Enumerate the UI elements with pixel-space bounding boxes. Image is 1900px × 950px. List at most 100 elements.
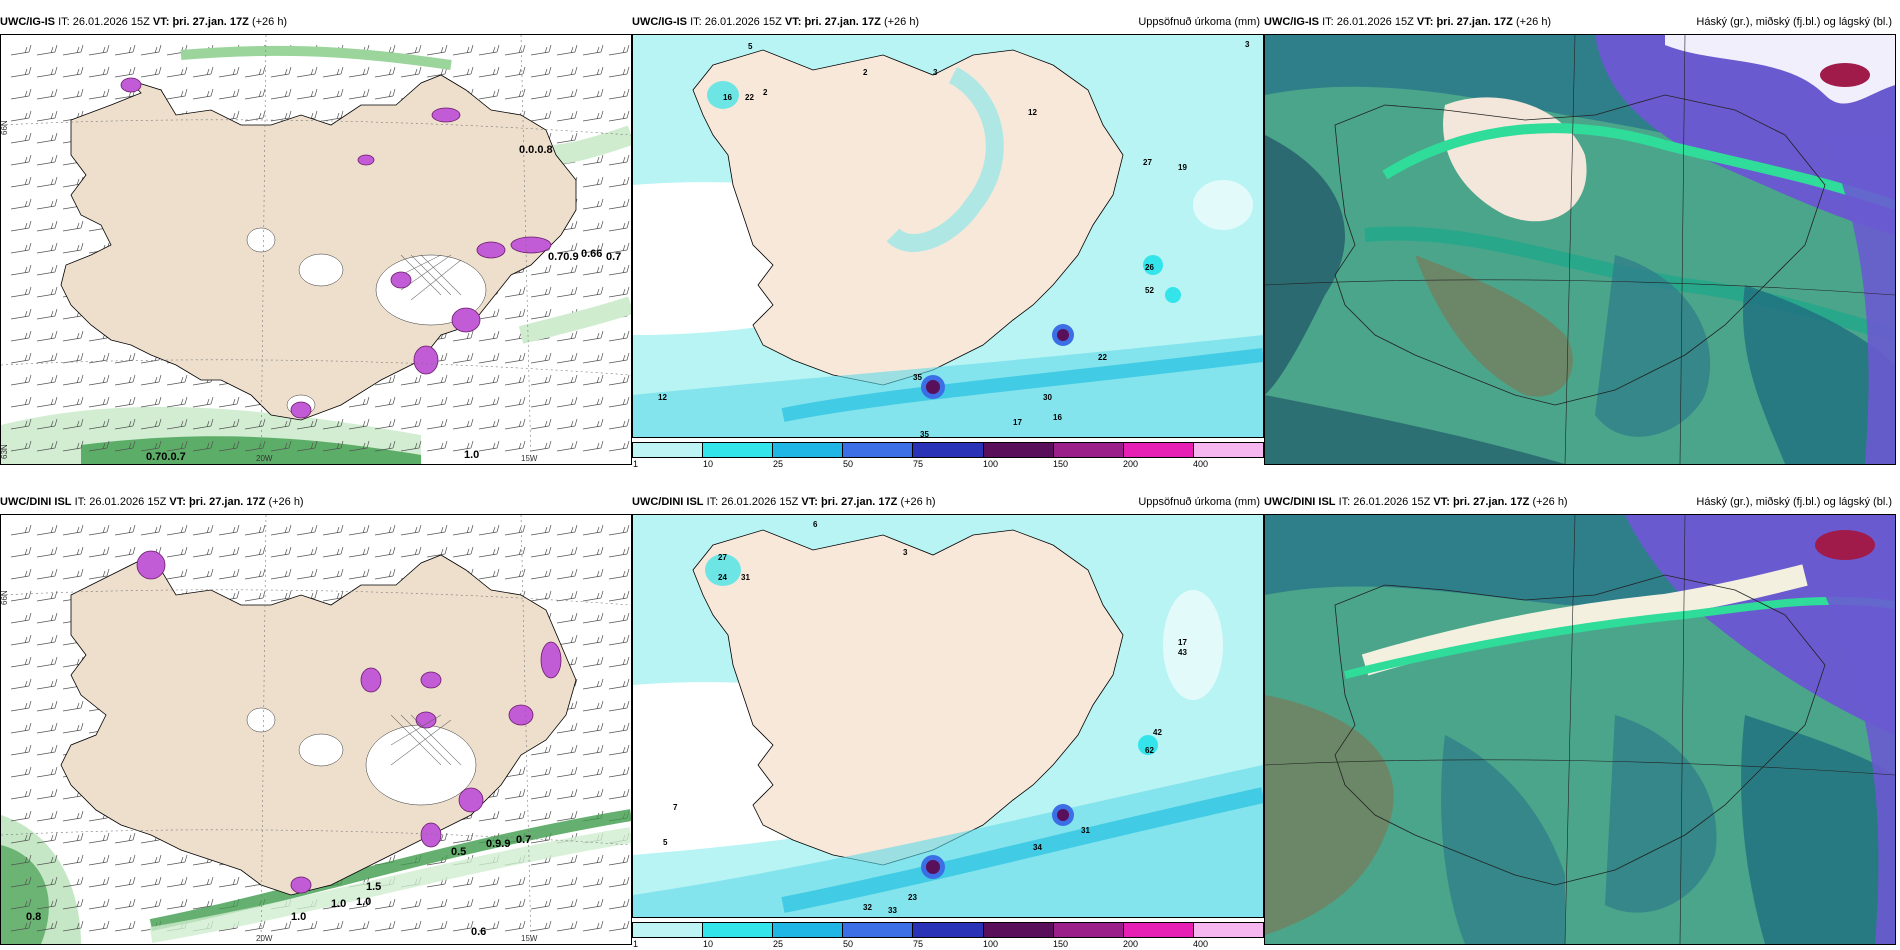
value-label: 16 xyxy=(1053,413,1062,422)
wind-barb xyxy=(478,568,500,580)
wind-barb xyxy=(10,920,32,932)
wind-barb xyxy=(504,810,526,822)
wind-barb xyxy=(348,568,370,580)
wind-barb xyxy=(218,396,240,408)
wind-barb xyxy=(374,440,396,452)
wind-barb xyxy=(10,66,32,78)
wind-barb xyxy=(582,352,604,364)
wind-barb xyxy=(10,176,32,188)
wind-barb xyxy=(296,440,318,452)
wind-barb xyxy=(608,88,630,100)
wind-barb xyxy=(348,396,370,408)
wind-barb xyxy=(62,440,84,452)
wind-barb xyxy=(88,568,110,580)
wind-barb xyxy=(400,546,422,558)
wind-barb xyxy=(244,66,266,78)
wind-barb xyxy=(10,418,32,430)
wind-barb xyxy=(556,242,578,254)
value-label: 35 xyxy=(920,430,929,437)
value-label: 23 xyxy=(908,893,917,902)
wind-barb xyxy=(88,88,110,100)
wind-barb xyxy=(62,220,84,232)
wind-barb xyxy=(10,44,32,56)
wind-barb xyxy=(10,264,32,276)
model-name: UWC/DINI ISL xyxy=(632,496,704,508)
wind-barb xyxy=(36,612,58,624)
wind-barb xyxy=(36,898,58,910)
lead-time: (+26 h) xyxy=(251,16,288,28)
wind-barb xyxy=(36,66,58,78)
wind-barb xyxy=(608,440,630,452)
wind-barb xyxy=(608,176,630,188)
wind-barb xyxy=(10,788,32,800)
valid-time: þri. 27.jan. 17Z xyxy=(1436,16,1513,28)
vt-label: VT: xyxy=(1416,16,1434,28)
vt-label: VT: xyxy=(784,16,802,28)
valid-time: þri. 27.jan. 17Z xyxy=(804,16,881,28)
it-label: IT: xyxy=(1338,496,1351,508)
wind-barb xyxy=(426,396,448,408)
wind-barb xyxy=(530,286,552,298)
wind-barb xyxy=(400,66,422,78)
wind-barb xyxy=(400,396,422,408)
wind-barb xyxy=(36,110,58,122)
wind-barb xyxy=(10,832,32,844)
wind-barb xyxy=(608,590,630,602)
wind-barb xyxy=(140,898,162,910)
wind-barb xyxy=(218,568,240,580)
cloud-map xyxy=(1264,34,1896,465)
wind-barb xyxy=(62,418,84,430)
colorbar-tick: 100 xyxy=(983,939,999,949)
wind-barb xyxy=(166,876,188,888)
wind-barb xyxy=(114,546,136,558)
value-label: 17 xyxy=(1178,638,1187,647)
wind-barb xyxy=(166,568,188,580)
wind-barb xyxy=(426,374,448,386)
wind-barb xyxy=(36,440,58,452)
wind-barb xyxy=(10,612,32,624)
field-title: Háský (gr.), miðský (fj.bl.) og lágský (… xyxy=(1696,496,1892,508)
wind-barb xyxy=(62,876,84,888)
wind-barb xyxy=(218,88,240,100)
wind-barb xyxy=(218,524,240,536)
wind-barb xyxy=(10,678,32,690)
wind-barb xyxy=(478,524,500,536)
panel-bot-mid: UWC/DINI ISL IT: 26.01.2026 15Z VT: þri.… xyxy=(632,490,1264,949)
wind-barb xyxy=(426,898,448,910)
wind-barb xyxy=(114,374,136,386)
wind-barb xyxy=(400,440,422,452)
wind-barb xyxy=(556,722,578,734)
wind-barb xyxy=(504,524,526,536)
wind-barb xyxy=(452,374,474,386)
wind-barb xyxy=(556,44,578,56)
colorbar-tick: 75 xyxy=(913,939,924,949)
wind-barb xyxy=(348,920,370,932)
wind-barb xyxy=(36,568,58,580)
wind-barb xyxy=(36,854,58,866)
wind-barb xyxy=(556,396,578,408)
wind-barb xyxy=(140,440,162,452)
wind-barb xyxy=(530,264,552,276)
wind-barb xyxy=(556,590,578,602)
wind-barb xyxy=(582,220,604,232)
wind-map: 0.8 1.0 1.0 1.0 1.5 0.5 0.9.9 0.7 0.6 66… xyxy=(0,514,632,945)
wind-barb xyxy=(10,766,32,778)
value-label: 52 xyxy=(1145,286,1154,295)
wind-barb xyxy=(62,396,84,408)
wind-barb xyxy=(582,66,604,78)
wind-barb xyxy=(374,374,396,386)
wind-barb xyxy=(530,876,552,888)
wind-barb xyxy=(10,876,32,888)
wind-barb xyxy=(36,546,58,558)
value-label: 5 xyxy=(748,42,753,51)
wind-barb xyxy=(374,88,396,100)
wind-barb xyxy=(374,546,396,558)
wind-barb xyxy=(504,374,526,386)
wind-barb xyxy=(556,66,578,78)
wind-barb xyxy=(530,568,552,580)
model-name: UWC/IG-IS xyxy=(0,16,55,28)
wind-barb xyxy=(270,418,292,430)
wind-barb xyxy=(10,854,32,866)
wind-barb xyxy=(270,546,292,558)
wind-barb xyxy=(556,330,578,342)
